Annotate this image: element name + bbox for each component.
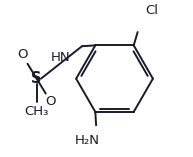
- Text: CH₃: CH₃: [25, 105, 49, 118]
- Text: HN: HN: [51, 51, 70, 64]
- Text: H₂N: H₂N: [75, 134, 100, 147]
- Text: S: S: [31, 71, 42, 86]
- Text: Cl: Cl: [146, 4, 159, 17]
- Text: O: O: [18, 48, 28, 61]
- Text: O: O: [45, 95, 56, 108]
